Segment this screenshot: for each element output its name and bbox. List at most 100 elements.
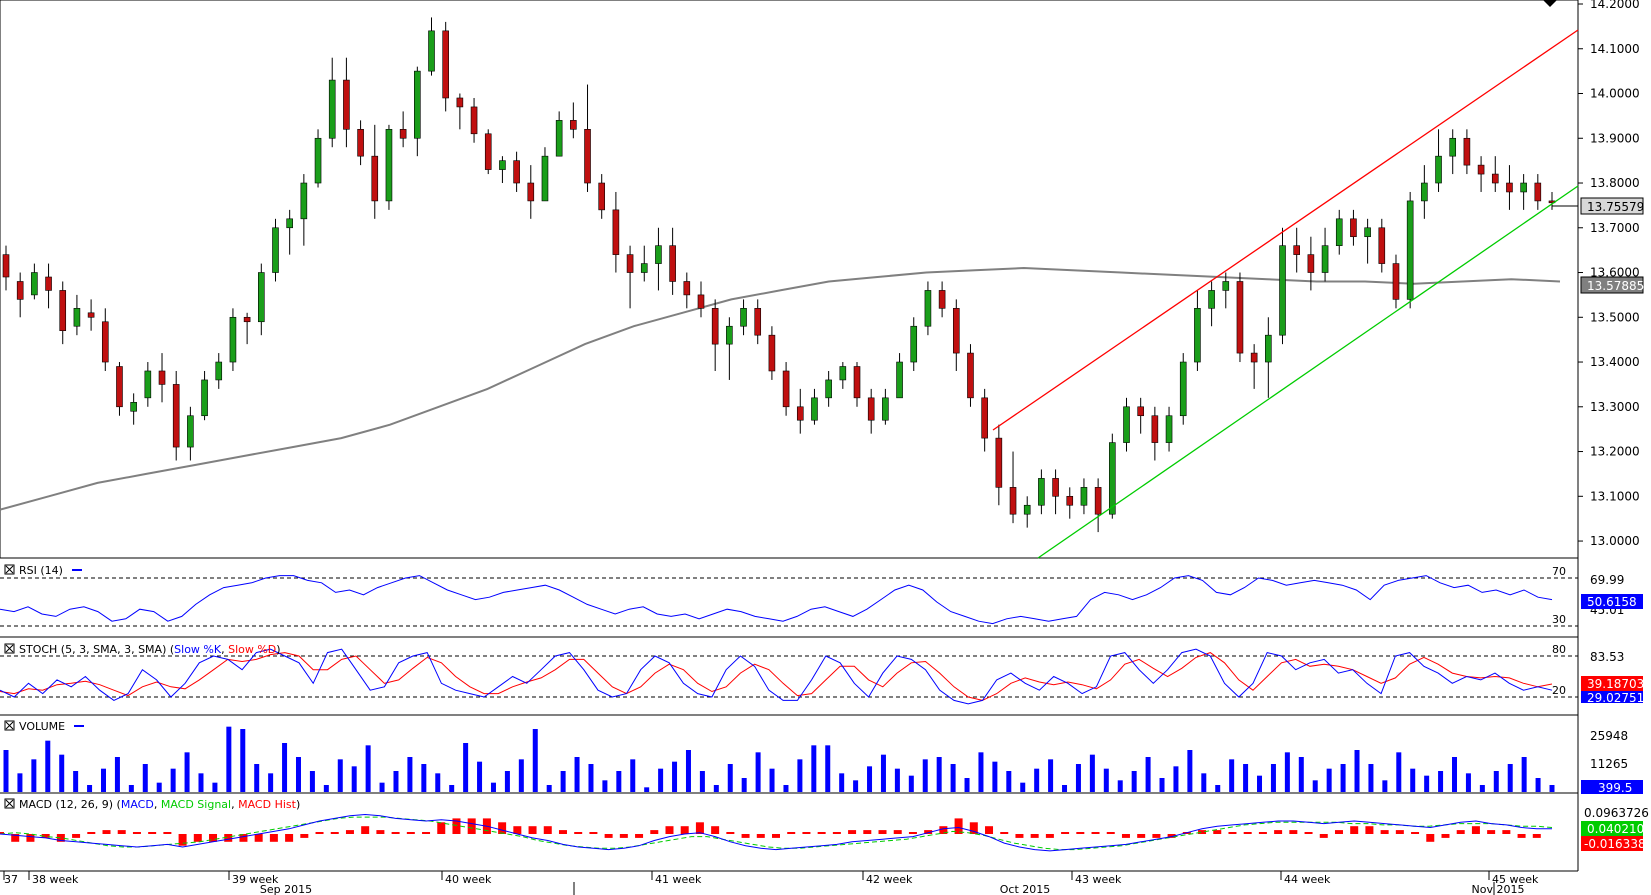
macd-hist-bar [1000,832,1009,834]
macd-line [0,813,1552,852]
candle-body [1265,334,1272,363]
volume-bar [546,785,552,792]
macd-hist-bar [269,834,278,842]
candle-body [215,361,223,381]
rsi-level-30-label: 30 [1552,613,1566,626]
moving-average-line [0,266,1561,511]
volume-bar [365,745,371,792]
macd-hist-bar [1319,834,1328,838]
macd-hist-bar [1304,832,1313,834]
macd-hist-bar [1076,832,1085,834]
volume-bar [170,768,176,792]
volume-bar [31,759,37,792]
volume-bar [1187,750,1193,792]
macd-hist-bar [87,832,96,834]
candle-body [1165,415,1173,443]
price-tick-label: 13.4000 [1590,355,1640,369]
volume-bar [783,785,789,792]
candle-body [1378,227,1386,264]
volume-bar [323,785,329,792]
volume-bar [630,759,636,792]
macd-hist-bar [0,832,4,834]
macd-hist-bar [1121,834,1130,838]
volume-bar [644,787,650,792]
volume-bar [1103,768,1109,792]
macd-hist-bar [1106,832,1115,834]
volume-bar [574,757,580,792]
stoch-title-label: STOCH (5, 3, SMA, 3, SMA) [19,643,166,656]
macd-hist-bar [1502,830,1511,834]
month-label: Oct 2015 [1000,883,1051,895]
macd-signal-value-box [1581,836,1643,851]
macd-hist-bar [11,834,20,842]
stoch-slow-d-line [0,652,1553,701]
candle-body [499,160,506,170]
candle-body [172,384,180,448]
macd-hist-bar [650,830,659,834]
macd-hist-bar [1380,830,1389,834]
volume-bar [1549,785,1555,792]
stoch-slow-k-line [0,648,1553,705]
macd-hist-bar [954,818,963,834]
volume-bar [73,771,79,792]
volume-bar [1089,754,1095,792]
candle-body [328,79,336,139]
volume-bar [1479,785,1485,792]
volume-bar [435,773,441,792]
candles-group [2,17,1556,533]
candle-body [584,129,591,184]
macd-hist-bar [908,832,917,834]
macd-hist-bar [787,832,796,834]
volume-bar [1201,773,1207,792]
month-label: Nov 2015 [1472,883,1525,895]
week-label: 44 week [1284,873,1331,886]
volume-bar [1229,759,1235,792]
macd-hist-bar [1015,834,1024,838]
candle-body [938,290,946,309]
volume-bar [755,752,761,792]
volume-bar [282,743,288,792]
macd-hist-bar [589,832,598,834]
volume-bar [922,759,928,792]
rsi-level-70-label: 70 [1552,565,1566,578]
macd-hist-bar [711,826,720,834]
volume-bar [45,740,51,792]
macd-hist-bar [969,822,978,834]
macd-hist-bar [1289,830,1298,834]
candle-body [1109,442,1116,515]
volume-bar [518,759,524,792]
scroll-marker-icon[interactable] [1543,0,1557,7]
rsi-title: RSI (14) [19,564,63,577]
candle-body [1123,406,1130,443]
macd-hist-bar [848,830,857,834]
macd-signal-legend: MACD Signal [161,798,231,811]
price-tick-label: 14.0000 [1590,87,1640,101]
candle-body [570,120,577,130]
candle-body [1350,218,1357,238]
stoch-k-value-label: 29.02751 [1587,691,1644,705]
volume-bar [1020,782,1026,792]
volume-bar [839,773,845,792]
macd-hist-bar [361,826,370,834]
volume-bar [1145,757,1151,792]
volume-bar [1062,785,1068,792]
macd-hist-bar [878,830,887,834]
price-tick-label: 13.8000 [1590,176,1640,190]
volume-bar [950,764,956,792]
macd-hist-bar [117,830,126,834]
candle-body [867,397,875,421]
volume-panel: 25948 11265 399.5 VOLUME [3,720,1643,795]
volume-bar [1257,775,1263,792]
volume-bar [853,780,859,792]
macd-hist-bar [163,832,172,834]
macd-hist-bar [665,826,674,834]
macd-hist-bar [893,830,902,834]
candle-body [45,276,52,291]
stoch-d-legend: Slow %D [228,643,276,656]
candle-body [2,254,10,278]
volume-bar [867,766,873,792]
volume-bar [602,780,608,792]
macd-hist-bar [132,832,141,834]
price-tick-label: 13.2000 [1590,445,1640,459]
macd-hist-bar [452,818,461,834]
